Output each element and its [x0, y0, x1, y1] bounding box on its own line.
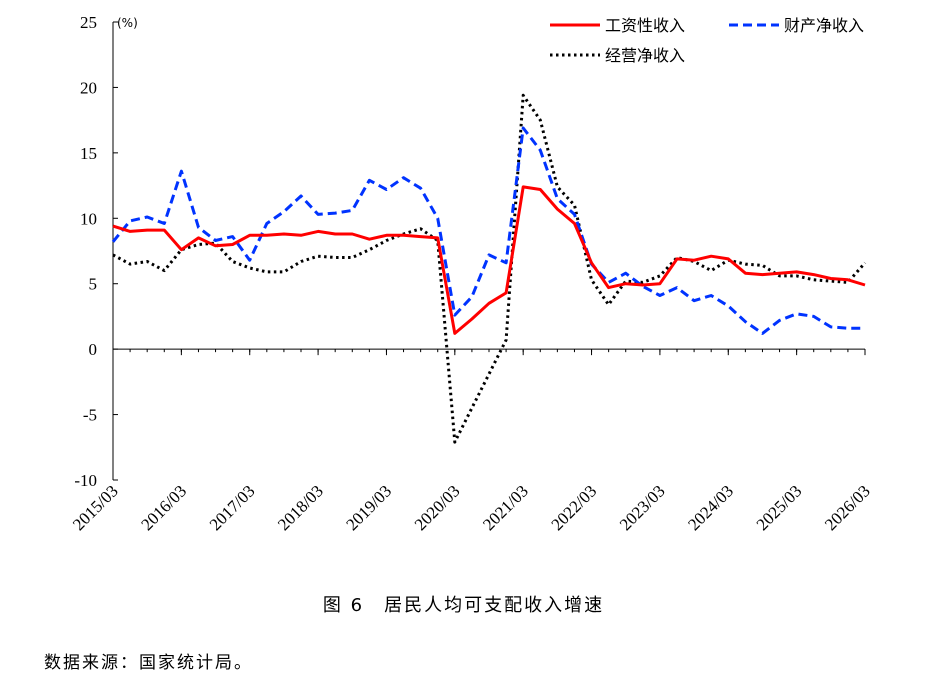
y-unit-label: (%)	[117, 16, 138, 30]
x-tick-label: 2017/03	[206, 481, 259, 534]
y-tick-label: -10	[74, 471, 97, 490]
data-source-note: 数据来源：国家统计局。	[44, 653, 253, 673]
y-tick-label: 25	[80, 13, 97, 32]
legend-label-0: 工资性收入	[605, 16, 685, 35]
series-line-0	[112, 185, 866, 335]
x-tick-label: 2016/03	[137, 481, 190, 534]
x-tick-label: 2020/03	[411, 481, 464, 534]
series-lines	[111, 93, 867, 444]
series-line-1	[111, 126, 865, 335]
y-tick-label: 5	[89, 275, 98, 294]
x-tick-label: 2023/03	[616, 481, 669, 534]
x-tick-label: 2021/03	[479, 481, 532, 534]
legend-label-2: 经营净收入	[605, 46, 685, 65]
y-tick-label: -5	[83, 406, 97, 425]
x-tick-label: 2018/03	[274, 481, 327, 534]
legend-label-1: 财产净收入	[784, 16, 864, 35]
y-tick-label: 10	[80, 209, 97, 228]
x-tick-label: 2026/03	[821, 481, 874, 534]
series-line-2	[112, 93, 867, 444]
y-tick-label: 15	[80, 144, 97, 163]
figure-caption: 图 6 居民人均可支配收入增速	[322, 595, 605, 616]
x-tick-label: 2019/03	[342, 481, 395, 534]
y-tick-label: 0	[89, 340, 98, 359]
x-tick-label: 2022/03	[548, 481, 601, 534]
x-tick-label: 2024/03	[684, 481, 737, 534]
x-tick-label: 2025/03	[753, 481, 806, 534]
y-tick-label: 20	[80, 78, 97, 97]
